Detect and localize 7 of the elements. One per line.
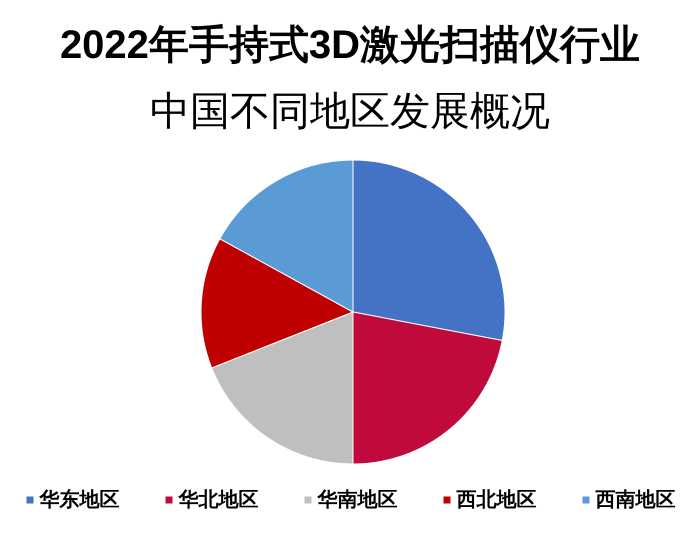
legend-label: 华北地区 <box>178 489 258 511</box>
legend-label: 华东地区 <box>38 488 120 511</box>
chart-title: 2022年手持式3D激光扫描仪行业 <box>60 23 640 67</box>
legend-label: 华南地区 <box>316 489 398 511</box>
legend-label: 西南地区 <box>594 489 676 511</box>
chart-subtitle: 中国不同地区发展概况 <box>150 88 550 134</box>
legend-label: 西北地区 <box>456 489 536 511</box>
